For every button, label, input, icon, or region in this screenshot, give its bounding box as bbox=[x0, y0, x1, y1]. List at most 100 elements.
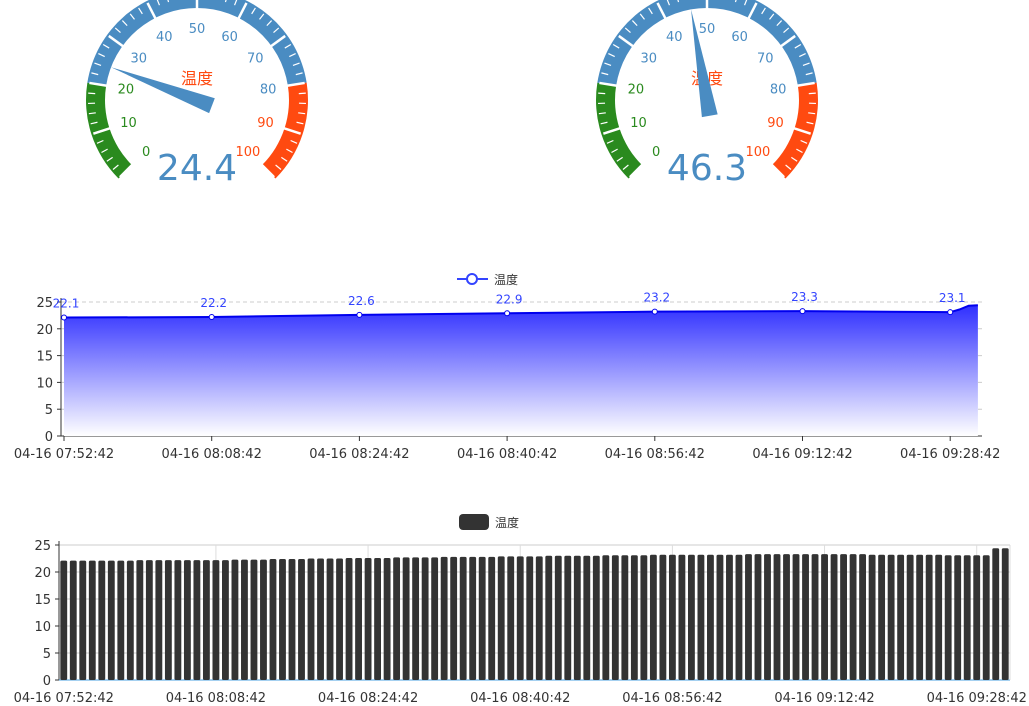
bar[interactable] bbox=[183, 560, 191, 680]
bar[interactable] bbox=[554, 555, 562, 680]
bar[interactable] bbox=[668, 554, 676, 680]
bar[interactable] bbox=[745, 554, 752, 680]
bar[interactable] bbox=[925, 554, 933, 680]
bar[interactable] bbox=[488, 556, 496, 680]
bar[interactable] bbox=[982, 555, 990, 680]
bar[interactable] bbox=[374, 557, 382, 680]
bar[interactable] bbox=[202, 560, 210, 680]
bar[interactable] bbox=[630, 555, 638, 680]
bar[interactable] bbox=[279, 559, 286, 680]
bar[interactable] bbox=[393, 557, 401, 680]
bar[interactable] bbox=[516, 556, 524, 680]
bar[interactable] bbox=[802, 554, 809, 680]
bar[interactable] bbox=[897, 554, 905, 680]
bar[interactable] bbox=[611, 555, 619, 680]
data-point[interactable] bbox=[651, 308, 658, 315]
bar[interactable] bbox=[878, 554, 886, 680]
bar[interactable] bbox=[241, 559, 248, 680]
bar[interactable] bbox=[564, 555, 572, 680]
bar[interactable] bbox=[469, 556, 477, 680]
bar[interactable] bbox=[421, 557, 429, 680]
bar[interactable] bbox=[849, 554, 857, 680]
data-point[interactable] bbox=[504, 310, 511, 317]
bar[interactable] bbox=[821, 554, 828, 680]
bar[interactable] bbox=[155, 560, 163, 680]
line-legend[interactable]: 温度 bbox=[457, 272, 518, 287]
bar[interactable] bbox=[602, 555, 610, 680]
bar[interactable] bbox=[269, 559, 277, 680]
bar[interactable] bbox=[649, 554, 657, 680]
bar[interactable] bbox=[811, 554, 819, 680]
bar[interactable] bbox=[1001, 548, 1009, 680]
bar[interactable] bbox=[840, 554, 847, 680]
bar[interactable] bbox=[383, 557, 391, 680]
bar[interactable] bbox=[992, 548, 1000, 680]
bar[interactable] bbox=[830, 554, 838, 680]
bar[interactable] bbox=[716, 554, 724, 680]
bar[interactable] bbox=[944, 555, 952, 680]
bar[interactable] bbox=[288, 559, 296, 680]
bar[interactable] bbox=[98, 560, 106, 680]
bar[interactable] bbox=[88, 560, 96, 680]
bar[interactable] bbox=[364, 557, 372, 680]
data-point[interactable] bbox=[61, 314, 67, 321]
bar[interactable] bbox=[697, 554, 705, 680]
bar[interactable] bbox=[545, 555, 553, 680]
bar[interactable] bbox=[355, 557, 362, 680]
bar[interactable] bbox=[621, 555, 629, 680]
bar[interactable] bbox=[79, 560, 87, 680]
bar[interactable] bbox=[126, 560, 134, 680]
bar[interactable] bbox=[412, 557, 420, 680]
bar[interactable] bbox=[402, 557, 410, 680]
bar[interactable] bbox=[145, 560, 153, 680]
bar[interactable] bbox=[859, 554, 867, 680]
bar[interactable] bbox=[107, 560, 115, 680]
bar[interactable] bbox=[640, 555, 648, 680]
bar[interactable] bbox=[973, 555, 981, 680]
bar[interactable] bbox=[754, 554, 762, 680]
bar[interactable] bbox=[345, 557, 353, 680]
bar[interactable] bbox=[783, 554, 790, 680]
bar[interactable] bbox=[906, 554, 914, 680]
bar[interactable] bbox=[678, 554, 686, 680]
bar[interactable] bbox=[573, 555, 581, 680]
bar[interactable] bbox=[497, 556, 505, 680]
bar[interactable] bbox=[440, 556, 448, 680]
bar[interactable] bbox=[707, 554, 714, 680]
bar[interactable] bbox=[336, 558, 343, 681]
bar[interactable] bbox=[935, 554, 943, 680]
bar[interactable] bbox=[60, 560, 68, 680]
bar[interactable] bbox=[459, 556, 467, 680]
bar[interactable] bbox=[954, 555, 962, 680]
bar[interactable] bbox=[307, 558, 315, 681]
bar[interactable] bbox=[478, 556, 486, 680]
bar[interactable] bbox=[963, 555, 971, 680]
bar[interactable] bbox=[164, 560, 172, 680]
bar[interactable] bbox=[69, 560, 77, 680]
bar[interactable] bbox=[726, 554, 733, 680]
bar[interactable] bbox=[231, 559, 239, 680]
bar[interactable] bbox=[526, 556, 534, 680]
data-point[interactable] bbox=[799, 308, 806, 315]
bar[interactable] bbox=[222, 560, 229, 680]
bar[interactable] bbox=[868, 554, 876, 680]
bar[interactable] bbox=[117, 560, 125, 680]
bar[interactable] bbox=[326, 558, 334, 681]
bar[interactable] bbox=[431, 557, 439, 680]
bar[interactable] bbox=[659, 554, 667, 680]
data-point[interactable] bbox=[356, 311, 363, 318]
bar[interactable] bbox=[260, 559, 267, 680]
bar[interactable] bbox=[583, 555, 591, 680]
bar[interactable] bbox=[773, 554, 781, 680]
bar-legend[interactable]: 温度 bbox=[459, 514, 519, 530]
bar[interactable] bbox=[916, 554, 924, 680]
bar[interactable] bbox=[507, 556, 515, 680]
bar[interactable] bbox=[887, 554, 895, 680]
bar[interactable] bbox=[136, 560, 144, 680]
bar[interactable] bbox=[592, 555, 600, 680]
bar[interactable] bbox=[317, 558, 324, 681]
bar[interactable] bbox=[792, 554, 800, 680]
data-point[interactable] bbox=[208, 314, 215, 321]
bar[interactable] bbox=[250, 559, 258, 680]
bar[interactable] bbox=[193, 560, 201, 680]
